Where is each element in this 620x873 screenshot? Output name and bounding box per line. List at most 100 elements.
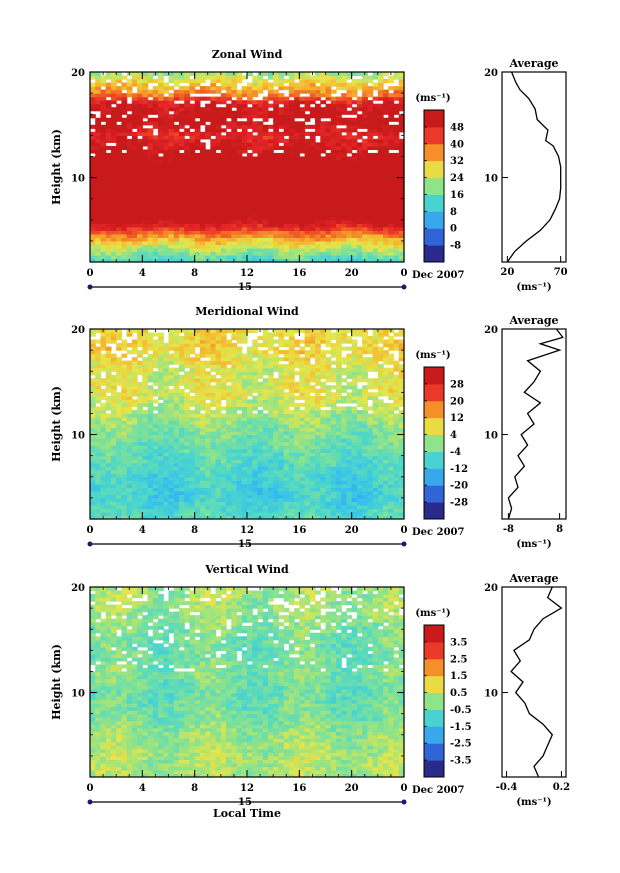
- heatmap-cell: [178, 184, 185, 189]
- heatmap-cell: [168, 240, 175, 246]
- heatmap-cell: [210, 233, 217, 238]
- heatmap-cell: [131, 490, 138, 495]
- heatmap-cell: [231, 409, 238, 415]
- heatmap-cell: [372, 424, 379, 429]
- heatmap-cell: [95, 191, 102, 196]
- heatmap-cell: [231, 445, 238, 450]
- heatmap-cell: [173, 416, 180, 422]
- heatmap-cell: [231, 455, 238, 460]
- heatmap-cell: [194, 209, 201, 214]
- heatmap-cell: [90, 497, 96, 503]
- heatmap-cell: [163, 226, 170, 231]
- heatmap-cell: [205, 237, 211, 242]
- heatmap-cell: [377, 508, 384, 513]
- heatmap-cell: [199, 219, 206, 224]
- heatmap-cell: [372, 219, 379, 224]
- heatmap-cell: [309, 177, 316, 182]
- heatmap-cell: [330, 156, 337, 161]
- heatmap-cell: [299, 431, 306, 436]
- heatmap-cell: [178, 424, 185, 429]
- heatmap-cell: [105, 244, 112, 249]
- heatmap-cell: [95, 103, 102, 108]
- heatmap-cell: [288, 110, 295, 115]
- heatmap-cell: [142, 515, 149, 520]
- heatmap-cell: [205, 476, 211, 481]
- heatmap-cell: [252, 223, 259, 228]
- heatmap-cell: [126, 149, 133, 154]
- heatmap-cell: [283, 233, 290, 238]
- heatmap-cell: [315, 466, 321, 471]
- heatmap-cell: [142, 198, 149, 203]
- heatmap-cell: [335, 131, 342, 136]
- heatmap-cell: [247, 223, 253, 228]
- heatmap-cell: [205, 420, 211, 425]
- heatmap-cell: [283, 497, 290, 503]
- heatmap-cell: [137, 124, 143, 129]
- heatmap-cell: [262, 198, 269, 203]
- heatmap-cell: [137, 504, 143, 510]
- heatmap-cell: [398, 191, 405, 196]
- heatmap-cell: [110, 72, 117, 77]
- heatmap-cell: [283, 121, 290, 126]
- heatmap-cell: [199, 152, 206, 158]
- heatmap-cell: [95, 424, 102, 429]
- heatmap-cell: [267, 490, 274, 495]
- heatmap-cell: [142, 138, 149, 143]
- heatmap-cell: [278, 469, 285, 474]
- heatmap-cell: [131, 511, 138, 517]
- heatmap-cell: [105, 501, 112, 506]
- heatmap-cell: [262, 469, 269, 474]
- heatmap-cell: [393, 487, 400, 492]
- heatmap-cell: [231, 416, 238, 422]
- heatmap-cell: [163, 121, 170, 126]
- heatmap-cell: [304, 75, 311, 80]
- heatmap-cell: [252, 240, 259, 246]
- heatmap-cell: [325, 413, 332, 418]
- heatmap-cell: [362, 441, 368, 446]
- heatmap-cell: [184, 202, 191, 207]
- heatmap-cell: [178, 504, 185, 510]
- heatmap-cell: [220, 181, 227, 186]
- heatmap-cell: [210, 181, 217, 186]
- heatmap-cell: [116, 462, 122, 467]
- heatmap-cell: [351, 490, 358, 495]
- heatmap-cell: [173, 79, 180, 84]
- heatmap-cell: [226, 103, 232, 108]
- heatmap-cell: [168, 420, 175, 425]
- heatmap-cell: [189, 438, 196, 443]
- heatmap-cell: [199, 480, 206, 485]
- heatmap-cell: [105, 223, 112, 228]
- heatmap-cell: [152, 205, 159, 210]
- heatmap-cell: [126, 413, 133, 418]
- heatmap-cell: [194, 434, 201, 439]
- heatmap-cell: [278, 515, 285, 520]
- heatmap-cell: [199, 142, 206, 147]
- heatmap-cell: [147, 145, 154, 151]
- heatmap-cell: [262, 202, 269, 207]
- heatmap-cell: [194, 163, 201, 168]
- heatmap-cell: [178, 163, 185, 168]
- heatmap-cell: [236, 413, 243, 418]
- heatmap-cell: [283, 170, 290, 175]
- heatmap-cell: [362, 240, 368, 246]
- heatmap-cell: [173, 431, 180, 436]
- heatmap-cell: [158, 494, 164, 499]
- heatmap-cell: [398, 434, 405, 439]
- heatmap-cell: [393, 131, 400, 136]
- heatmap-cell: [393, 205, 400, 210]
- heatmap-cell: [110, 462, 117, 467]
- heatmap-cell: [158, 159, 164, 165]
- heatmap-cell: [341, 466, 348, 471]
- heatmap-cell: [110, 237, 117, 242]
- heatmap-cell: [116, 149, 122, 154]
- heatmap-cell: [341, 110, 348, 115]
- heatmap-cell: [100, 448, 107, 453]
- heatmap-cell: [315, 96, 321, 101]
- heatmap-cell: [189, 205, 196, 210]
- heatmap-cell: [362, 508, 368, 513]
- heatmap-cell: [377, 240, 384, 246]
- heatmap-cell: [262, 508, 269, 513]
- heatmap-cell: [247, 462, 253, 467]
- heatmap-cell: [257, 452, 264, 457]
- heatmap-cell: [215, 89, 222, 94]
